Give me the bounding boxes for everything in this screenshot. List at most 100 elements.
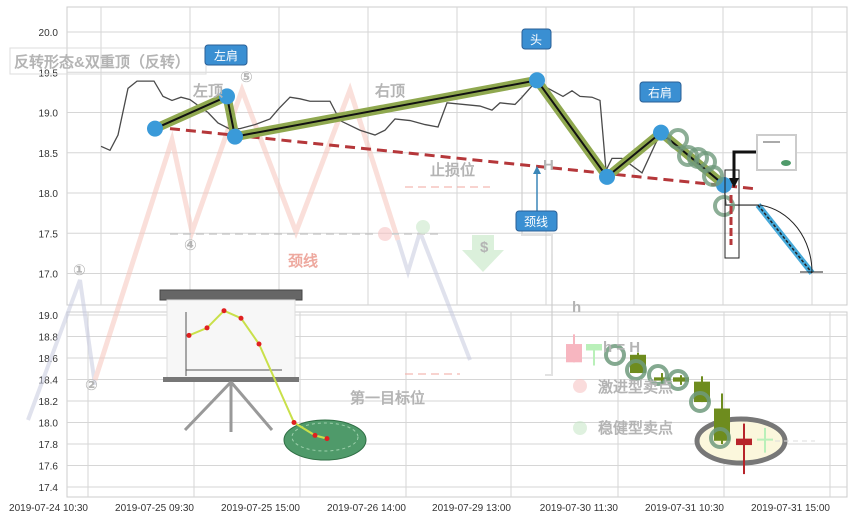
- neckline: [169, 127, 758, 191]
- y-tick-label: 17.6: [39, 462, 59, 473]
- easel-bottom-bar: [163, 377, 299, 382]
- candle: [736, 423, 752, 475]
- easel-dot: [238, 315, 244, 321]
- pattern-points: [147, 72, 732, 193]
- x-tick-label: 2019-07-25 09:30: [115, 503, 194, 514]
- pointer-arrowhead-icon: [729, 178, 739, 188]
- watermark-title: 反转形态&双重顶（反转）: [14, 53, 190, 71]
- watermark-dollar: $: [480, 239, 489, 256]
- label-right-shoulder: 右肩: [639, 81, 682, 103]
- projection-box: [724, 169, 740, 259]
- easel-dot: [256, 341, 262, 347]
- easel-leg: [183, 380, 233, 432]
- pattern-point: [147, 120, 163, 137]
- watermark-line-blue: [26, 279, 97, 421]
- pointer-arrow: [732, 150, 756, 180]
- price-line: [100, 79, 760, 206]
- ring-marker: [713, 195, 735, 217]
- candle: [586, 344, 602, 366]
- watermark-small-h: h: [572, 299, 581, 316]
- label-head: 头: [521, 28, 552, 50]
- watermark-neckline: 颈线: [287, 252, 318, 270]
- x-tick-label: 2019-07-25 15:00: [221, 503, 300, 514]
- candle-body: [566, 344, 582, 363]
- y-tick-label: 18.8: [39, 333, 59, 344]
- target-line-dash: [757, 204, 813, 274]
- easel-dot: [204, 325, 210, 331]
- steady-sell-dot: [573, 421, 587, 435]
- aggressive-sell-dot: [573, 379, 587, 393]
- left-shoulder-text: 左肩: [214, 48, 238, 63]
- y-tick-label: 18.2: [39, 397, 59, 408]
- easel-dots: [186, 308, 330, 442]
- ring-marker: [709, 427, 731, 449]
- watermark-line-red: [92, 82, 401, 381]
- x-tick-label: 2019-07-24 10:30: [9, 503, 88, 514]
- y-tick-label: 18.0: [39, 189, 59, 200]
- mini-disc-icon: [781, 160, 791, 166]
- watermark-num4: ④: [184, 237, 197, 254]
- y-tick-label: 19.0: [39, 311, 59, 322]
- watermark-num5: ⑤: [240, 69, 253, 86]
- right-shoulder-text: 右肩: [648, 85, 672, 100]
- watermark-aggressive-sell: 激进型卖点: [598, 378, 673, 396]
- candle-body: [586, 344, 602, 351]
- y-tick-label: 18.5: [39, 149, 59, 160]
- label-neckline: 颈线: [515, 210, 558, 232]
- easel-top-bar: [159, 289, 303, 301]
- x-tick-label: 2019-07-26 14:00: [327, 503, 406, 514]
- easel-dot: [221, 308, 227, 314]
- easel-dot: [291, 420, 297, 425]
- watermark-bracket: [521, 95, 553, 376]
- x-tick-label: 2019-07-29 13:00: [432, 503, 511, 514]
- y-tick-label: 20.0: [39, 28, 59, 39]
- ring-marker: [604, 344, 626, 366]
- ring-marker: [667, 128, 689, 150]
- bottom-y-axis: 19.018.818.618.418.218.017.817.617.4: [39, 311, 59, 494]
- y-tick-label: 17.4: [39, 483, 59, 494]
- y-tick-label: 18.0: [39, 419, 59, 430]
- ring-marker: [667, 369, 689, 391]
- down-arrow-icon: [462, 235, 504, 272]
- watermark-red-dot: [378, 227, 392, 241]
- pattern-point: [219, 88, 235, 105]
- candle: [757, 427, 773, 453]
- pattern-point: [653, 124, 669, 141]
- mini-thumbnail: [756, 134, 797, 171]
- candle-body: [673, 377, 689, 382]
- x-tick-label: 2019-07-30 11:30: [540, 503, 619, 514]
- easel-illustration: [159, 289, 367, 461]
- pattern-point: [599, 168, 615, 185]
- target-arc: [759, 204, 813, 274]
- y-tick-label: 17.0: [39, 270, 59, 281]
- watermark-steady-sell: 稳健型卖点: [598, 419, 673, 437]
- top-grid: [67, 7, 847, 305]
- candle-body: [736, 438, 752, 446]
- head-text: 头: [530, 33, 542, 47]
- ring-marker: [625, 359, 647, 381]
- watermark-stop-loss: 止损位: [430, 161, 475, 179]
- bottom-panel-frame: [66, 311, 848, 498]
- label-left-shoulder: 左肩: [204, 44, 248, 66]
- watermark-diagram: [26, 82, 587, 435]
- x-tick-label: 2019-07-31 15:00: [751, 503, 830, 514]
- x-axis: 2019-07-24 10:30 2019-07-25 09:30 2019-07-…: [9, 503, 830, 514]
- pattern-point: [529, 72, 545, 89]
- watermark-h-eq-H: h = H: [603, 339, 640, 356]
- easel-leg: [229, 381, 274, 431]
- candle-body: [654, 377, 670, 381]
- neckline-text: 颈线: [524, 215, 548, 229]
- easel-dot: [324, 436, 330, 442]
- candles: [566, 334, 773, 475]
- easel-dot: [186, 332, 192, 338]
- candle: [566, 334, 582, 363]
- easel-line: [188, 309, 328, 440]
- ring-marker: [702, 165, 724, 187]
- candle-body: [757, 438, 773, 441]
- watermark-num2: ②: [85, 377, 98, 394]
- watermark-first-target: 第一目标位: [350, 389, 425, 407]
- pattern-point: [227, 128, 243, 145]
- watermark-left-top: 左顶: [192, 82, 223, 100]
